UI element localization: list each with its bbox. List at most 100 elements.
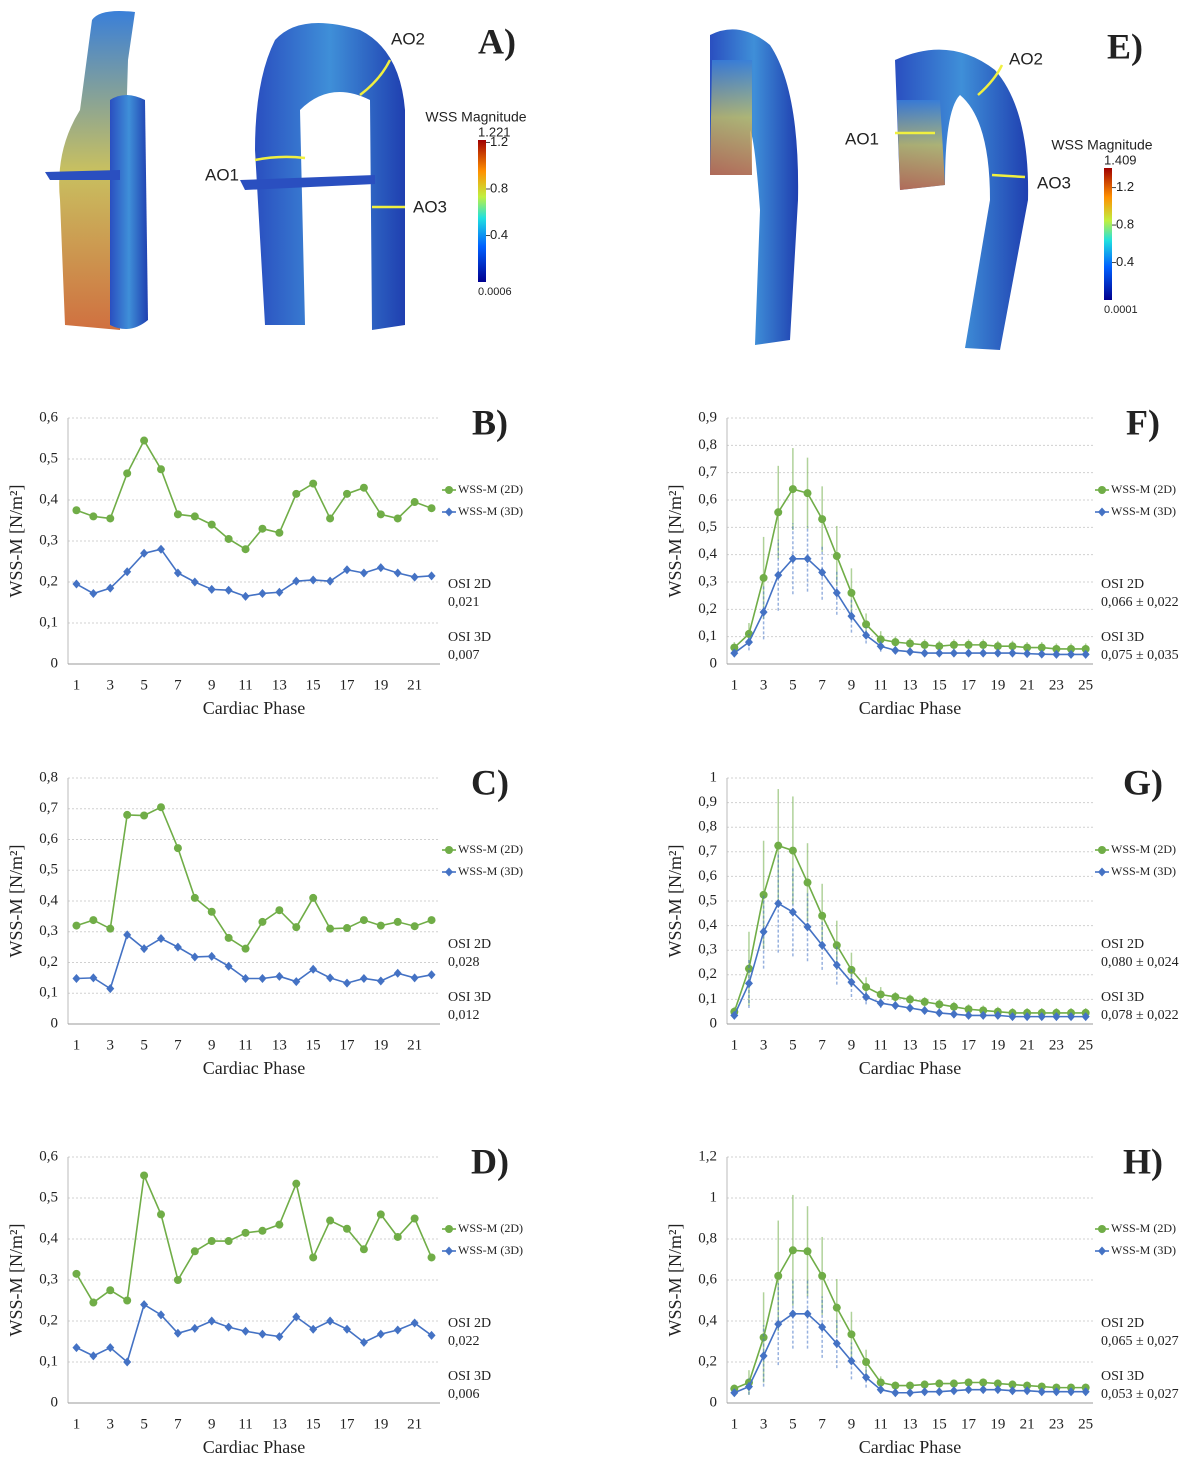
marker [359, 1245, 368, 1254]
marker [275, 587, 284, 597]
annotation: OSI 3D [1101, 990, 1144, 1005]
x-axis-title: Cardiac Phase [859, 1058, 961, 1078]
marker [759, 890, 768, 899]
x-tick-label: 5 [140, 1037, 148, 1053]
x-tick-label: 17 [340, 1037, 356, 1053]
marker [1052, 649, 1061, 659]
marker [920, 1380, 929, 1389]
marker [157, 934, 165, 944]
legend-label: WSS-M (3D) [1111, 864, 1176, 878]
marker [275, 906, 284, 915]
series-line [76, 548, 432, 598]
marker [906, 1003, 914, 1013]
marker [275, 528, 284, 537]
segment-label: AO3 [413, 197, 447, 216]
marker [106, 1286, 115, 1295]
marker [993, 1385, 1002, 1395]
x-tick-label: 11 [238, 1416, 252, 1432]
annotation: OSI 3D [448, 1369, 491, 1384]
x-tick-label: 19 [990, 1037, 1005, 1053]
y-tick-label: 0,4 [39, 491, 58, 507]
y-tick-label: 0,1 [39, 985, 58, 1001]
marker [876, 990, 885, 999]
marker [891, 645, 900, 655]
x-tick-label: 9 [208, 677, 216, 693]
marker [847, 1356, 856, 1366]
marker [89, 588, 98, 598]
legend-marker [1098, 846, 1106, 854]
legend-label: WSS-M (2D) [458, 1221, 523, 1235]
colorbar-tick-label: 1.2 [1116, 179, 1134, 194]
legend-marker [1098, 507, 1106, 517]
x-tick-label: 11 [873, 1416, 887, 1432]
annotation: 0,006 [448, 1387, 480, 1402]
marker [376, 1329, 385, 1339]
x-tick-label: 9 [848, 1037, 856, 1053]
marker [190, 893, 199, 902]
marker [427, 970, 436, 980]
panel-label: D) [471, 1141, 509, 1181]
legend-label: WSS-M (3D) [1111, 504, 1176, 518]
marker [190, 952, 199, 962]
marker [427, 571, 436, 581]
marker [1067, 1012, 1076, 1022]
marker [241, 591, 250, 601]
marker [730, 1388, 739, 1398]
marker [803, 1247, 812, 1256]
marker [140, 548, 149, 558]
marker [427, 1253, 436, 1262]
marker [309, 893, 318, 902]
y-tick-label: 0 [710, 1015, 718, 1031]
x-tick-label: 23 [1049, 677, 1064, 693]
legend-marker [1098, 486, 1106, 494]
marker [72, 506, 81, 515]
legend-label: WSS-M (3D) [458, 864, 523, 878]
legend-marker [445, 867, 453, 877]
y-tick-label: 0 [710, 1394, 718, 1410]
marker [343, 978, 351, 988]
marker [241, 973, 250, 983]
marker [123, 469, 132, 478]
y-tick-label: 0,3 [698, 573, 717, 589]
marker [173, 1276, 182, 1284]
series-line [734, 1313, 1086, 1394]
x-axis-title: Cardiac Phase [203, 698, 305, 718]
marker [89, 512, 98, 521]
marker [190, 512, 199, 521]
x-tick-label: 11 [238, 1037, 252, 1053]
x-tick-label: 25 [1078, 677, 1093, 693]
legend-label: WSS-M (2D) [1111, 1221, 1176, 1235]
marker [140, 436, 149, 445]
x-tick-label: 15 [306, 1037, 321, 1053]
marker [818, 1271, 827, 1280]
x-tick-label: 7 [818, 1416, 826, 1432]
x-tick-label: 1 [731, 1416, 739, 1432]
marker [89, 1298, 98, 1307]
marker [343, 489, 351, 498]
x-tick-label: 21 [1020, 1416, 1035, 1432]
marker [343, 924, 351, 933]
marker [993, 1379, 1002, 1388]
marker [891, 1388, 900, 1398]
x-tick-label: 19 [990, 1416, 1005, 1432]
marker [326, 1216, 335, 1225]
marker [935, 1008, 944, 1018]
marker [1067, 1387, 1076, 1397]
y-tick-label: 0,9 [698, 794, 717, 810]
marker [224, 1322, 233, 1332]
marker [788, 554, 797, 564]
x-tick-label: 3 [760, 1037, 768, 1053]
marker [906, 647, 914, 657]
y-axis-title: WSS-M [N/m²] [6, 845, 26, 958]
y-tick-label: 0,2 [698, 1353, 717, 1369]
annotation: 0,021 [448, 595, 480, 610]
annotation: OSI 2D [448, 577, 491, 592]
marker [72, 1343, 81, 1353]
x-tick-label: 21 [1020, 677, 1035, 693]
marker [241, 1228, 250, 1237]
marker [89, 916, 98, 925]
x-tick-label: 15 [306, 1416, 321, 1432]
segment-label: AO2 [1009, 49, 1043, 68]
marker [173, 510, 182, 519]
marker [832, 960, 841, 970]
